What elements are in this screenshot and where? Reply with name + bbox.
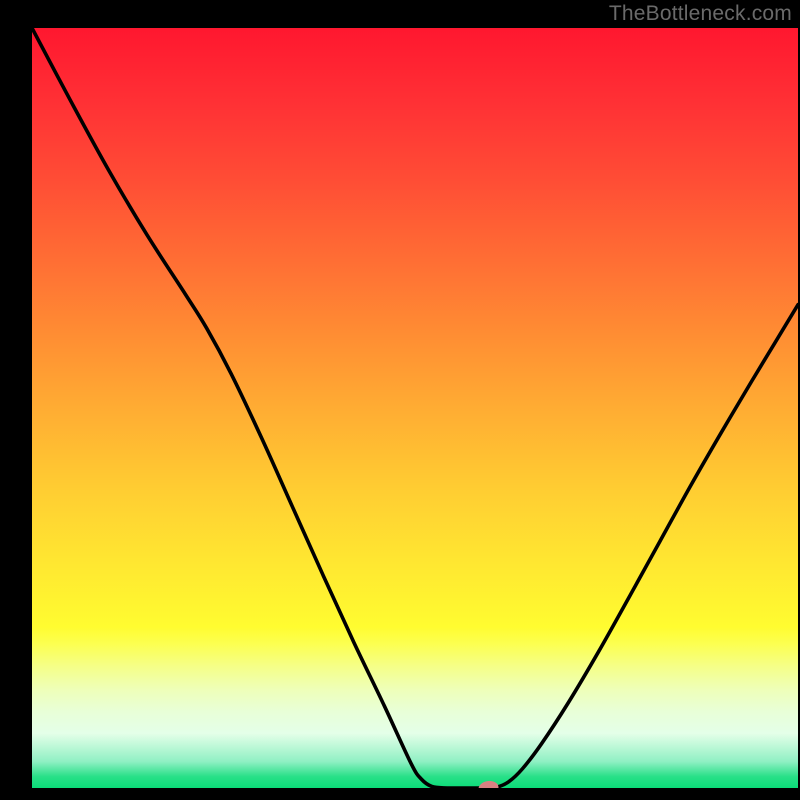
gradient-background [32,28,798,788]
bottleneck-curve-chart [32,28,798,788]
watermark-text: TheBottleneck.com [609,2,792,26]
chart-container: TheBottleneck.com [0,0,800,800]
